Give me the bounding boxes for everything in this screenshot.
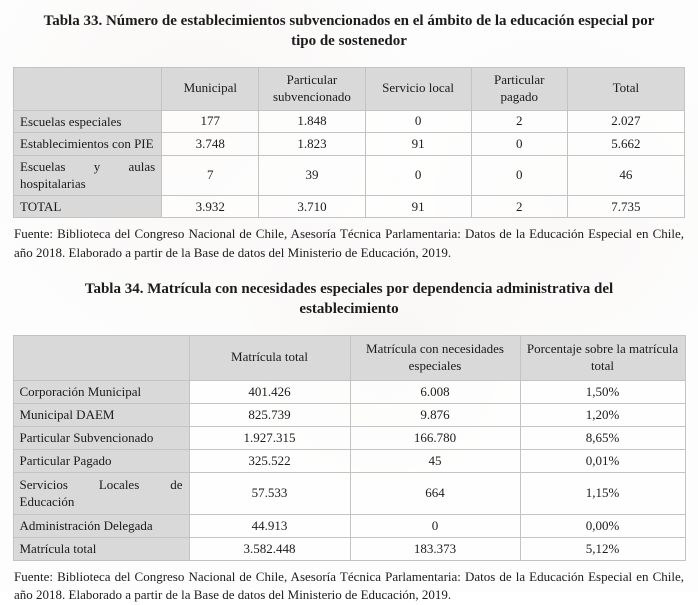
cell-value: 1.823 — [258, 132, 366, 156]
column-header-municipal: Municipal — [161, 66, 260, 111]
row-label: Servicios Locales de Educación — [12, 471, 190, 515]
column-header-matricula-total: Matrícula total — [188, 334, 351, 381]
table-34-source-note: Fuente: Biblioteca del Congreso Nacional… — [14, 568, 684, 603]
cell-value: 91 — [364, 194, 472, 219]
cell-value: 166.780 — [349, 425, 521, 450]
cell-value: 3.710 — [258, 194, 366, 219]
row-label: Escuelas especiales — [12, 109, 163, 134]
table-34-title: Tabla 34. Matrícula con necesidades espe… — [84, 281, 614, 318]
cell-value: 0 — [364, 109, 472, 134]
table-33-header: Municipal Particular subvencionado Servi… — [12, 66, 686, 111]
cell-value: 3.932 — [161, 194, 260, 219]
cell-value: 8,65% — [519, 425, 686, 450]
table-row-total: Matrícula total 3.582.448 183.373 5,12% — [12, 536, 686, 561]
cell-value: 44.913 — [188, 513, 351, 538]
row-label: Municipal DAEM — [12, 402, 190, 427]
cell-value: 6.008 — [349, 379, 521, 404]
table-33-title: Tabla 33. Número de establecimientos sub… — [43, 13, 655, 49]
table-33: Municipal Particular subvencionado Servi… — [12, 66, 686, 219]
table-row-total: TOTAL 3.932 3.710 91 2 7.735 — [12, 194, 686, 219]
row-label: Corporación Municipal — [12, 379, 190, 404]
corner-cell — [12, 66, 163, 111]
table-row: Corporación Municipal 401.426 6.008 1,50… — [12, 379, 686, 404]
table-33-source-note: Fuente: Biblioteca del Congreso Nacional… — [14, 226, 684, 260]
column-header-matricula-necesidades-especiales: Matrícula con necesidades especiales — [349, 334, 521, 381]
cell-value: 0 — [470, 154, 568, 196]
corner-cell — [12, 334, 190, 381]
cell-value: 1.927.315 — [188, 425, 351, 450]
header-row: Matrícula total Matrícula con necesidade… — [12, 334, 686, 381]
column-header-porcentaje-matricula-total: Porcentaje sobre la matrícula total — [519, 334, 686, 381]
column-header-total: Total — [566, 66, 686, 111]
row-label: Administración Delegada — [12, 513, 190, 538]
table-row: Escuelas especiales 177 1.848 0 2 2.027 — [12, 109, 686, 134]
cell-value: 3.748 — [161, 132, 260, 156]
cell-value: 39 — [258, 154, 366, 196]
cell-value: 57.533 — [188, 471, 351, 515]
cell-value: 0 — [470, 132, 568, 156]
cell-value: 1.848 — [258, 109, 366, 134]
cell-value: 1,15% — [519, 471, 686, 515]
cell-value: 0,01% — [519, 448, 686, 473]
row-label: Establecimientos con PIE — [12, 132, 163, 156]
cell-value: 7 — [161, 154, 260, 196]
cell-value: 5,12% — [519, 536, 686, 561]
table-34: Matrícula total Matrícula con necesidade… — [12, 334, 686, 561]
cell-value: 401.426 — [188, 379, 351, 404]
table-34-header: Matrícula total Matrícula con necesidade… — [12, 334, 686, 381]
cell-value: 1,20% — [519, 402, 686, 427]
cell-value: 0 — [349, 513, 521, 538]
document-page: Tabla 33. Número de establecimientos sub… — [12, 10, 686, 602]
cell-value: 0,00% — [519, 513, 686, 538]
table-row: Particular Pagado 325.522 45 0,01% — [12, 448, 686, 473]
column-header-particular-subvencionado: Particular subvencionado — [258, 66, 366, 111]
table-row: Establecimientos con PIE 3.748 1.823 91 … — [12, 132, 686, 156]
row-label: TOTAL — [12, 194, 163, 219]
cell-value: 9.876 — [349, 402, 521, 427]
cell-value: 91 — [364, 132, 472, 156]
row-label: Particular Pagado — [12, 448, 190, 473]
table-row: Administración Delegada 44.913 0 0,00% — [12, 513, 686, 538]
cell-value: 46 — [566, 154, 686, 196]
cell-value: 7.735 — [566, 194, 686, 219]
cell-value: 2 — [470, 194, 568, 219]
table-row: Municipal DAEM 825.739 9.876 1,20% — [12, 402, 686, 427]
cell-value: 0 — [364, 154, 472, 196]
cell-value: 5.662 — [566, 132, 686, 156]
cell-value: 2.027 — [566, 109, 686, 134]
row-label: Matrícula total — [12, 536, 190, 561]
cell-value: 325.522 — [188, 448, 351, 473]
header-row: Municipal Particular subvencionado Servi… — [12, 66, 686, 111]
row-label: Escuelas y aulas hospitalarias — [12, 154, 163, 196]
cell-value: 183.373 — [349, 536, 521, 561]
cell-value: 3.582.448 — [188, 536, 351, 561]
table-row: Servicios Locales de Educación 57.533 66… — [12, 471, 686, 515]
cell-value: 664 — [349, 471, 521, 515]
cell-value: 177 — [161, 109, 260, 134]
table-row: Particular Subvencionado 1.927.315 166.7… — [12, 425, 686, 450]
column-header-particular-pagado: Particular pagado — [470, 66, 568, 111]
cell-value: 1,50% — [519, 379, 686, 404]
column-header-servicio-local: Servicio local — [364, 66, 472, 111]
cell-value: 825.739 — [188, 402, 351, 427]
cell-value: 2 — [470, 109, 568, 134]
row-label: Particular Subvencionado — [12, 425, 190, 450]
cell-value: 45 — [349, 448, 521, 473]
table-row: Escuelas y aulas hospitalarias 7 39 0 0 … — [12, 154, 686, 196]
